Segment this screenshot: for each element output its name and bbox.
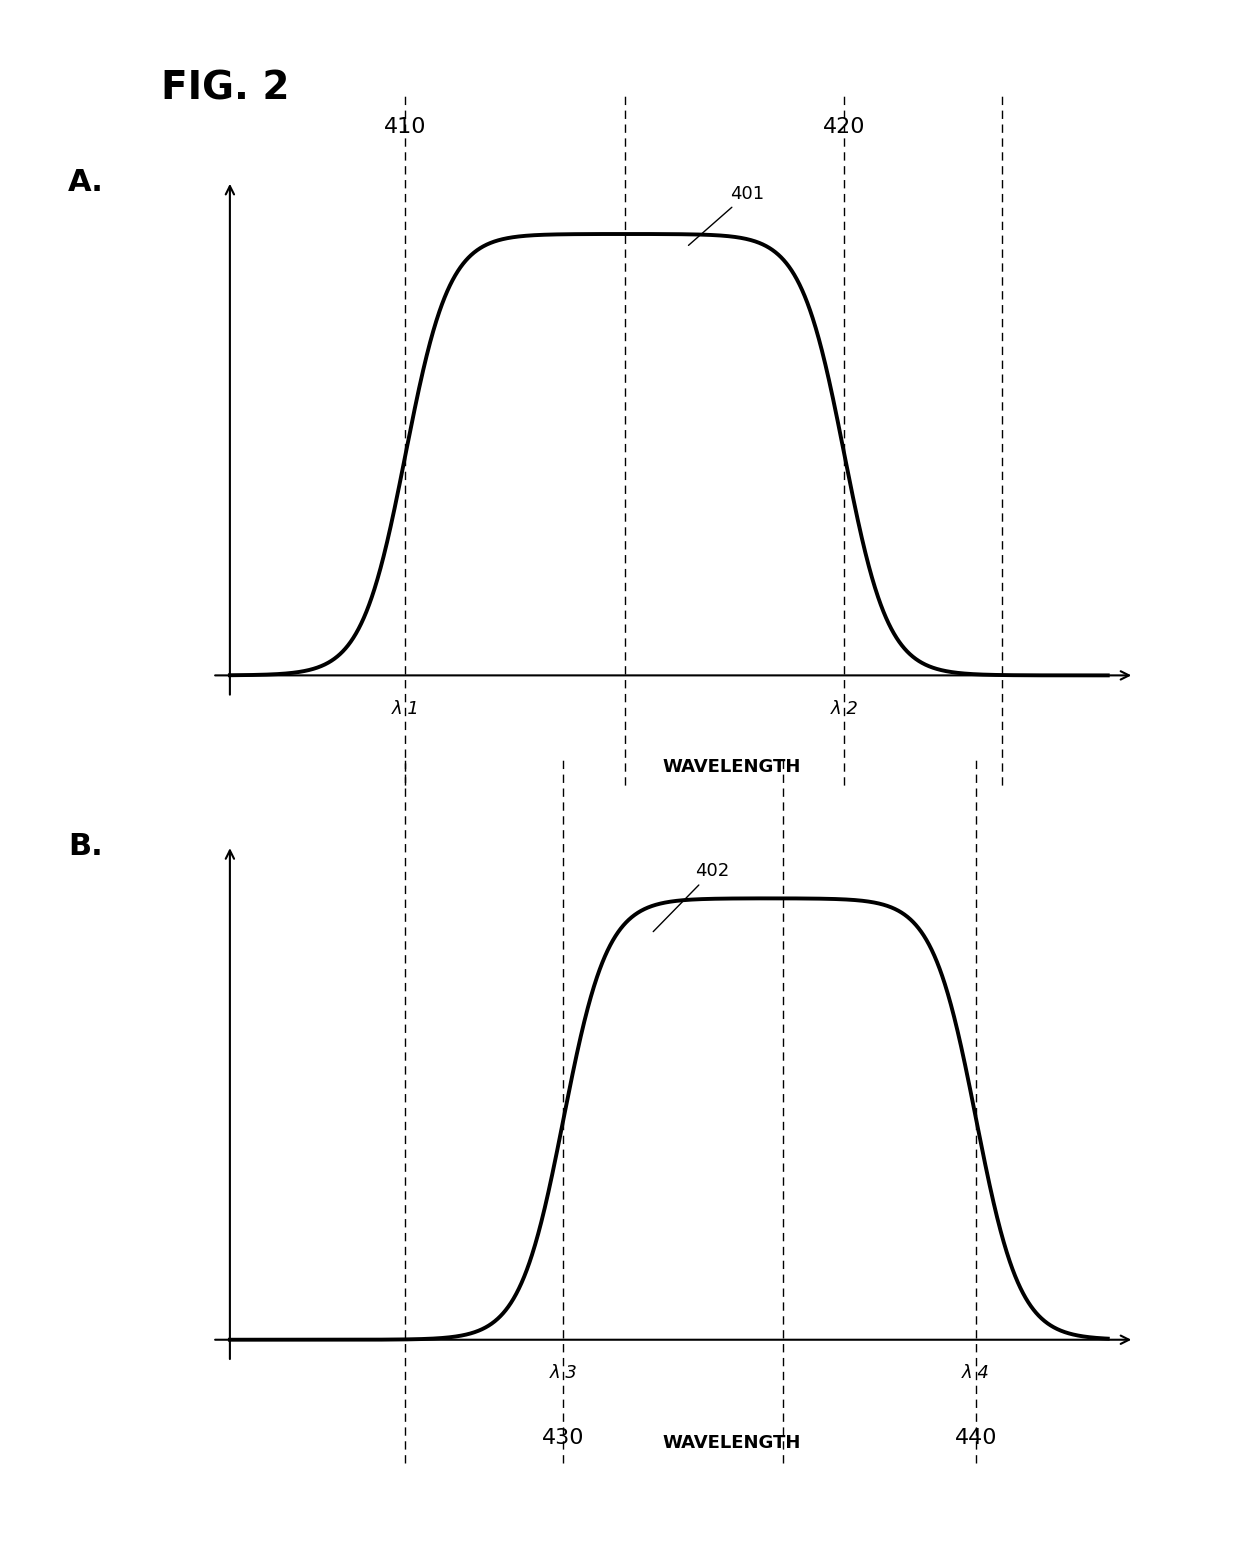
Text: WAVELENGTH: WAVELENGTH [662,1434,801,1452]
Text: 440: 440 [955,1428,997,1448]
Text: FIG. 2: FIG. 2 [161,70,290,108]
Text: λ 2: λ 2 [831,700,858,718]
Text: 420: 420 [823,117,866,138]
Text: 402: 402 [653,862,729,932]
Text: 410: 410 [384,117,427,138]
Text: λ 4: λ 4 [962,1364,990,1383]
Text: λ 3: λ 3 [549,1364,578,1383]
Text: 430: 430 [542,1428,585,1448]
Text: WAVELENGTH: WAVELENGTH [662,757,801,776]
Text: λ 1: λ 1 [392,700,419,718]
Text: B.: B. [68,833,103,861]
Text: A.: A. [68,168,104,196]
Text: 401: 401 [688,185,764,246]
